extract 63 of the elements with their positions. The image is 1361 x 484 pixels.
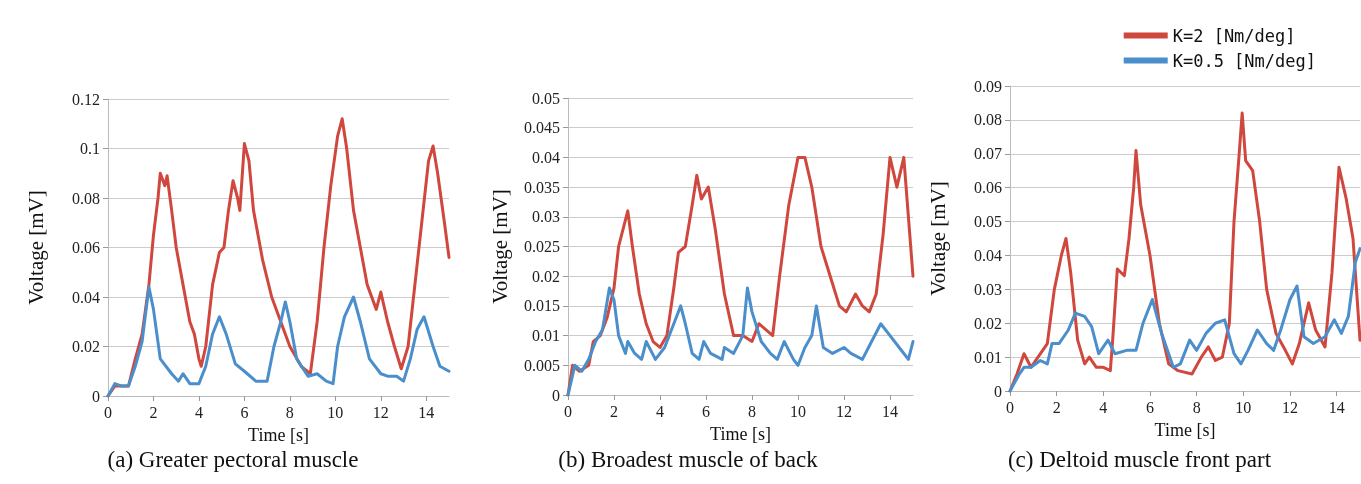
y-tick-label: 0.12 [72,90,100,108]
text: (a) Greater pectoral muscle [107,447,359,472]
x-tick-label: 8 [748,402,756,420]
y-tick-label: 0.035 [524,178,560,196]
x-tick-label: 6 [1146,398,1154,416]
x-tick-label: 2 [149,403,158,421]
y-tick-label: 0.06 [974,179,1002,197]
x-tick-label: 14 [882,402,898,420]
y-tick-label: 0.06 [72,239,100,256]
x-tick-label: 0 [1006,398,1014,416]
y-tick-label: 0.04 [974,246,1002,264]
text: (c) Deltoid muscle front part [1007,447,1272,472]
x-axis-title: Time [s] [1154,420,1216,440]
y-tick-label: 0.02 [72,338,100,355]
x-axis-title: Time [s] [248,425,309,445]
y-tick-label: 0.08 [72,189,100,207]
y-tick-label: 0 [552,386,560,404]
y-tick-label: 0.1 [80,140,100,157]
x-axis-title: Time [s] [710,424,771,444]
x-tick-label: 12 [1282,398,1298,416]
y-tick-label: 0.01 [532,327,560,345]
y-tick-label: 0.09 [974,77,1002,95]
x-tick-label: 2 [610,402,618,420]
y-axis-title: Voltage [mV] [487,189,512,304]
x-tick-label: 10 [327,403,344,421]
x-tick-label: 10 [1235,398,1252,416]
y-tick-label: 0.005 [524,356,560,374]
x-tick-label: 12 [372,403,389,421]
text: (b) Broadest muscle of back [558,447,819,472]
x-tick-label: 2 [1052,398,1061,416]
y-tick-label: 0 [994,382,1002,400]
y-axis-title: Voltage [mV] [23,190,48,305]
x-tick-label: 0 [564,402,572,420]
y-axis-title: Voltage [mV] [925,181,950,296]
y-tick-label: 0.03 [532,208,560,226]
x-tick-label: 6 [702,402,710,420]
x-tick-label: 0 [104,403,112,421]
y-tick-label: 0.02 [974,314,1002,332]
y-tick-label: 0.04 [72,288,100,306]
legend-label: K=0.5 [Nm/deg] [1172,50,1317,71]
x-tick-label: 14 [418,403,435,421]
y-tick-label: 0.05 [532,89,560,107]
x-tick-label: 10 [790,402,806,420]
y-tick-label: 0 [92,387,100,405]
y-tick-label: 0.045 [524,119,560,137]
x-tick-label: 4 [1099,398,1108,416]
y-tick-label: 0.01 [974,348,1002,366]
y-tick-label: 0.04 [532,148,560,166]
x-tick-label: 12 [836,402,852,420]
x-tick-label: 8 [285,403,294,421]
y-tick-label: 0.025 [524,238,560,255]
y-tick-label: 0.08 [974,111,1002,129]
x-tick-label: 4 [656,402,664,420]
y-tick-label: 0.07 [974,145,1002,163]
y-tick-label: 0.015 [524,297,560,315]
y-tick-label: 0.03 [974,280,1002,298]
x-tick-label: 6 [240,403,249,421]
legend-label: K=2 [Nm/deg] [1172,25,1296,46]
x-tick-label: 14 [1328,398,1345,416]
y-tick-label: 0.05 [974,213,1002,231]
x-tick-label: 4 [194,403,203,421]
x-tick-label: 8 [1192,398,1201,416]
y-tick-label: 0.02 [532,267,560,285]
